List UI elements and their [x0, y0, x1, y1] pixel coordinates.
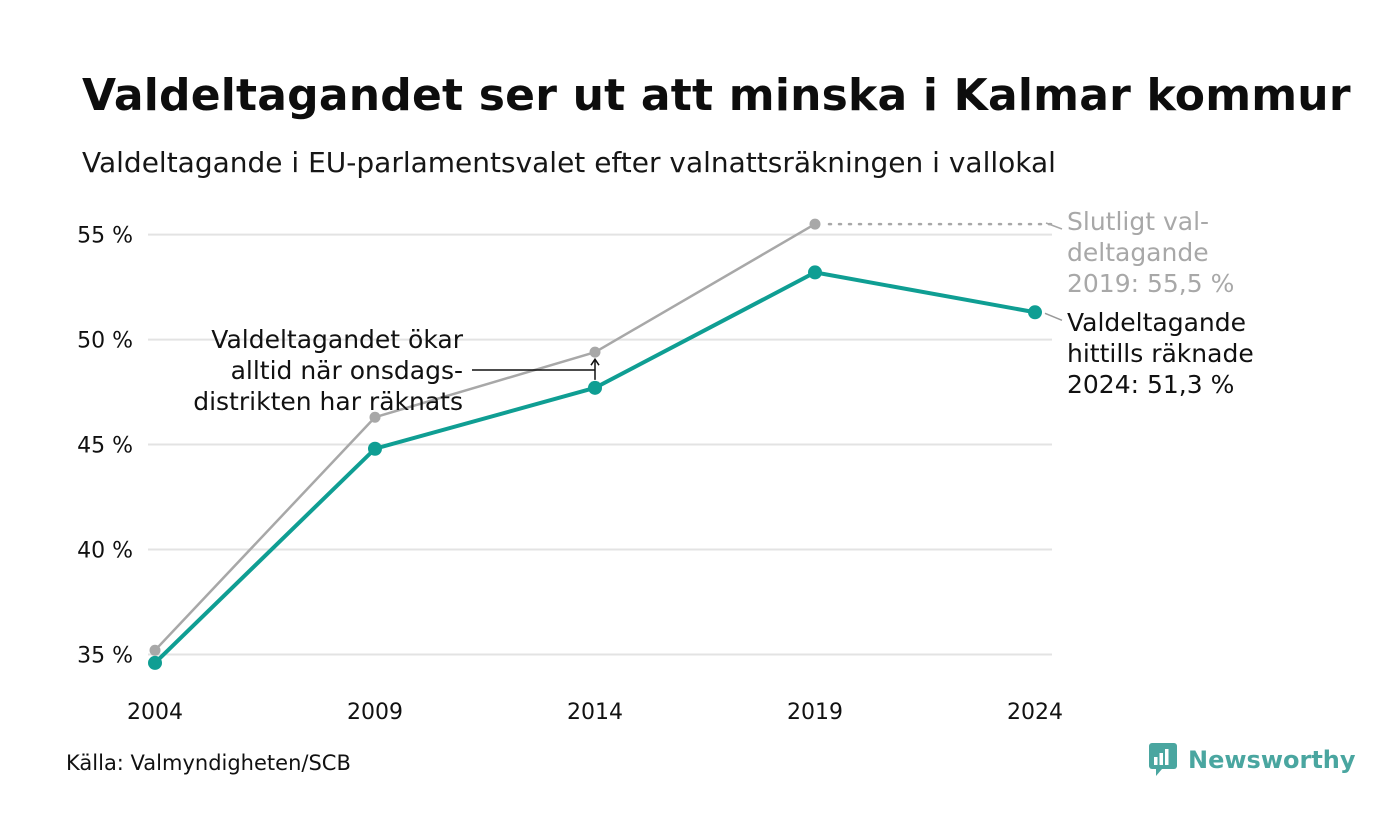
- newsworthy-logo-icon: [1149, 743, 1177, 776]
- gridlines: [148, 233, 1052, 656]
- election-night-point: [588, 380, 602, 395]
- source-note: Källa: Valmyndigheten/SCB: [66, 751, 351, 775]
- annotation-arrow-head: [590, 357, 600, 366]
- y-tick-label: 55 %: [77, 224, 133, 249]
- x-tick-label: 2019: [787, 700, 843, 725]
- current-2024-label-line: 2024: 51,3 %: [1067, 370, 1234, 399]
- brand-name: Newsworthy: [1188, 746, 1356, 774]
- annotations: Slutligt val-deltagande 2019: 55,5 % Valde…: [193, 207, 1253, 416]
- y-tick-label: 50 %: [77, 329, 133, 354]
- election-night-point: [368, 441, 382, 456]
- election-night-point: [808, 265, 822, 280]
- brand-logo[interactable]: Newsworthy: [1148, 742, 1356, 778]
- current-2024-label-line: hittills räknade: [1067, 339, 1254, 368]
- final-turnout-point: [589, 346, 601, 358]
- y-axis-ticks: 35 % 40 % 45 % 50 % 55 %: [77, 224, 133, 669]
- chart-title: Valdeltagandet ser ut att minska i Kalma…: [82, 70, 1351, 121]
- x-tick-label: 2009: [347, 700, 403, 725]
- current-2024-connector: [1044, 312, 1063, 321]
- x-tick-label: 2004: [127, 700, 183, 725]
- current-2024-label-line: Valdeltagande: [1067, 308, 1246, 337]
- final-2019-label-line: deltagande: [1067, 238, 1209, 267]
- line-chart: 35 % 40 % 45 % 50 % 55 % 2004 2009 2014 2019 202…: [77, 207, 1254, 725]
- x-axis-ticks: 2004 2009 2014 2019 2024: [127, 700, 1063, 725]
- election-night-point: [1028, 305, 1042, 320]
- wednesday-annotation: Valdeltagandet ökar alltid när onsdags-di…: [193, 325, 463, 416]
- final-2019-label: Slutligt val-deltagande 2019: 55,5 %: [1067, 207, 1234, 298]
- series-group: [148, 218, 1042, 670]
- final-turnout-point: [809, 218, 821, 230]
- x-tick-label: 2014: [567, 700, 623, 725]
- y-tick-label: 45 %: [77, 434, 133, 459]
- final-turnout-line: [153, 222, 817, 652]
- y-tick-label: 35 %: [77, 644, 133, 669]
- final-turnout-point: [369, 411, 381, 423]
- wednesday-annotation-line: distrikten har räknats: [193, 387, 463, 416]
- final-2019-label-line: Slutligt val-: [1067, 207, 1209, 236]
- wednesday-annotation-line: Valdeltagandet ökar: [211, 325, 463, 354]
- final-turnout-point: [149, 644, 161, 656]
- wednesday-annotation-line: alltid när onsdags-: [231, 356, 463, 385]
- chart-subtitle: Valdeltagande i EU-parlamentsvalet efter…: [82, 146, 1056, 179]
- x-tick-label: 2024: [1007, 700, 1063, 725]
- current-2024-label: Valdeltagande hittills räknade 2024: 51,3 …: [1067, 308, 1254, 399]
- final-2019-connector: [1045, 222, 1063, 230]
- election-night-point: [148, 655, 162, 670]
- final-2019-label-line: 2019: 55,5 %: [1067, 269, 1234, 298]
- y-tick-label: 40 %: [77, 539, 133, 564]
